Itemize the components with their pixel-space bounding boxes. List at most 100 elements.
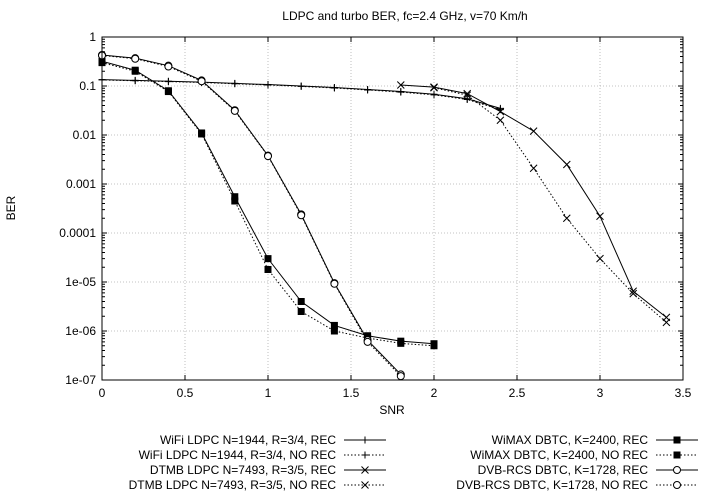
series-wimax-dbtc-k-2400-no-rec <box>98 59 438 350</box>
data-point <box>297 211 306 220</box>
series-wifi-ldpc-n-1944-r-3-4-no-rec <box>98 76 504 114</box>
data-point <box>231 80 239 88</box>
legend-item: DVB-RCS DBTC, K=1728, NO REC <box>456 478 698 492</box>
data-point <box>430 83 438 92</box>
data-point <box>330 327 338 335</box>
legend-swatch-marker <box>673 451 681 459</box>
legend-item: WiMAX DBTC, K=2400, REC <box>492 433 698 447</box>
data-point <box>197 77 206 86</box>
x-axis-label: SNR <box>379 403 405 417</box>
data-point <box>131 77 139 85</box>
data-point <box>562 160 571 169</box>
data-point <box>463 91 472 100</box>
data-point <box>397 339 405 347</box>
series-line <box>101 62 435 347</box>
legend-swatch-marker <box>361 466 369 474</box>
legend-item: DTMB LDPC N=7493, R=3/5, REC <box>150 463 386 477</box>
legend-item: DVB-RCS DBTC, K=1728, REC <box>478 463 698 477</box>
legend-swatch-marker <box>673 436 681 444</box>
x-tick-label: 0 <box>99 386 106 400</box>
legend-label: DVB-RCS DBTC, K=1728, REC <box>478 463 649 477</box>
data-point <box>397 88 405 96</box>
series-line <box>400 84 667 318</box>
legend-swatch-marker <box>361 481 369 489</box>
data-point <box>529 164 538 173</box>
data-point <box>264 255 272 263</box>
data-point <box>297 308 305 316</box>
chart-title: LDPC and turbo BER, fc=2.4 GHz, v=70 Km/… <box>282 9 527 23</box>
data-point <box>529 127 538 135</box>
data-point <box>629 289 638 298</box>
data-point <box>396 372 405 381</box>
x-tick-label: 2 <box>431 386 438 400</box>
data-point <box>264 265 272 273</box>
legend-swatch-marker <box>673 481 681 489</box>
y-tick-label: 0.0001 <box>59 226 96 240</box>
data-point <box>430 342 438 350</box>
y-tick-label: 0.01 <box>73 128 97 142</box>
legend-label: WiMAX DBTC, K=2400, NO REC <box>470 448 648 462</box>
x-tick-label: 3 <box>597 386 604 400</box>
legend-swatch-marker <box>361 436 369 444</box>
y-tick-label: 1 <box>89 30 96 44</box>
data-point <box>330 84 338 92</box>
data-point <box>364 86 372 94</box>
data-point <box>629 287 638 296</box>
series-line <box>101 54 402 377</box>
data-point <box>596 254 604 263</box>
data-point <box>330 279 339 288</box>
legend-swatch-marker <box>673 466 681 474</box>
axis-ticks: 0 0.5 1 1.5 2 2.5 3 3.5 1 0.1 0.01 0.001 0.0001 1e-05… <box>59 30 691 400</box>
x-tick-label: 3.5 <box>675 386 692 400</box>
legend-label: DTMB LDPC N=7493, R=3/5, REC <box>150 463 336 477</box>
data-point <box>662 318 671 327</box>
data-point <box>231 193 239 201</box>
y-axis-label: BER <box>4 195 18 220</box>
data-point <box>297 297 305 305</box>
legend-item: DTMB LDPC N=7493, R=3/5, NO REC <box>129 478 386 492</box>
legend-label: WiMAX DBTC, K=2400, REC <box>492 433 649 447</box>
legend-label: WiFi LDPC N=1944, R=3/4, NO REC <box>139 448 337 462</box>
data-point <box>463 96 471 104</box>
y-tick-label: 1e-06 <box>65 324 96 338</box>
x-tick-label: 1 <box>265 386 272 400</box>
data-point <box>463 89 472 98</box>
data-point <box>396 81 405 89</box>
data-point <box>496 116 505 125</box>
series-dtmb-ldpc-n-7493-r-3-5-no-rec <box>430 83 671 327</box>
legend-label: WiFi LDPC N=1944, R=3/4, REC <box>160 433 336 447</box>
data-point <box>164 78 172 86</box>
data-point <box>596 212 604 221</box>
legend-item: WiFi LDPC N=1944, R=3/4, NO REC <box>139 448 386 462</box>
data-point <box>230 106 239 115</box>
grid <box>102 37 683 380</box>
data-point <box>496 107 505 116</box>
y-tick-label: 0.1 <box>79 79 96 93</box>
data-point <box>363 337 372 346</box>
data-point <box>264 81 272 89</box>
data-point <box>164 62 173 71</box>
x-tick-label: 0.5 <box>177 386 194 400</box>
x-tick-label: 1.5 <box>343 386 360 400</box>
data-point <box>330 321 338 329</box>
legend-swatch-marker <box>361 451 369 459</box>
legend-item: WiMAX DBTC, K=2400, NO REC <box>470 448 698 462</box>
data-point <box>264 152 272 161</box>
y-tick-label: 0.001 <box>66 177 96 191</box>
data-point <box>164 88 172 96</box>
y-tick-label: 1e-05 <box>65 275 96 289</box>
legend-label: DVB-RCS DBTC, K=1728, NO REC <box>456 478 648 492</box>
x-tick-label: 2.5 <box>509 386 526 400</box>
series-dvb-rcs-dbtc-k-1728-no-rec <box>98 51 405 381</box>
series-dvb-rcs-dbtc-k-1728-rec <box>98 50 405 379</box>
series-layer <box>98 50 671 381</box>
series-line <box>101 54 402 375</box>
y-tick-label: 1e-07 <box>65 373 96 387</box>
legend-label: DTMB LDPC N=7493, R=3/5, NO REC <box>129 478 337 492</box>
data-point <box>562 214 571 223</box>
series-dtmb-ldpc-n-7493-r-3-5-rec <box>396 81 671 322</box>
data-point <box>231 197 239 205</box>
data-point <box>430 91 438 99</box>
